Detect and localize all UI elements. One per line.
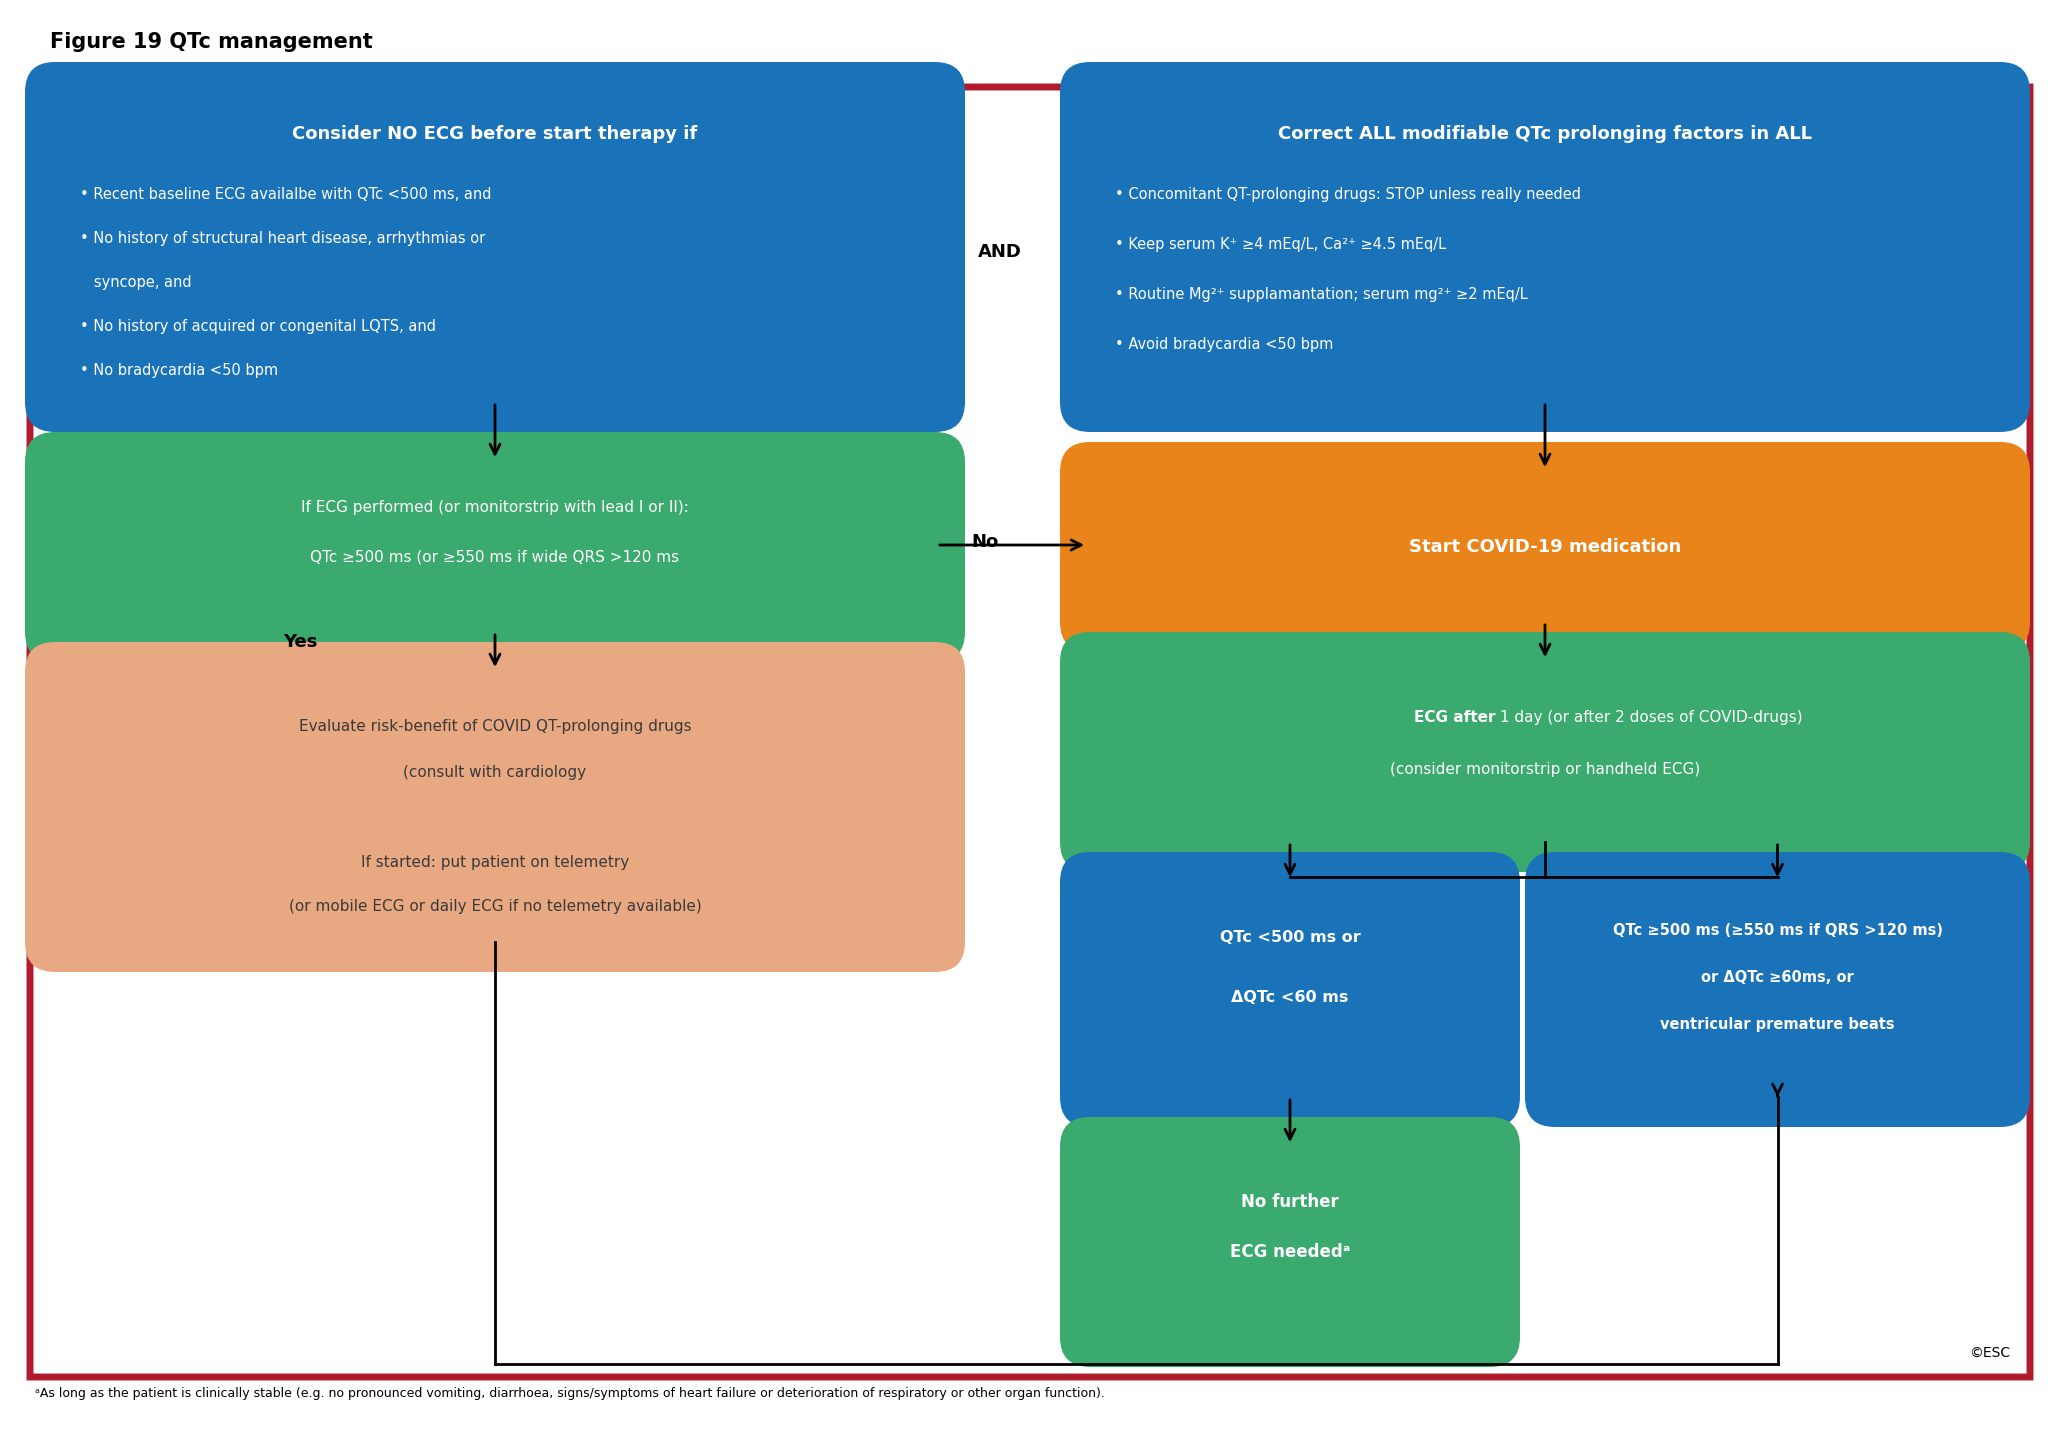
Text: • Routine Mg²⁺ supplamantation; serum mg²⁺ ≥2 mEq/L: • Routine Mg²⁺ supplamantation; serum mg… bbox=[1114, 287, 1528, 302]
Text: • Keep serum K⁺ ≥4 mEq/L, Ca²⁺ ≥4.5 mEq/L: • Keep serum K⁺ ≥4 mEq/L, Ca²⁺ ≥4.5 mEq/… bbox=[1114, 237, 1447, 253]
Text: ventricular premature beats: ventricular premature beats bbox=[1660, 1016, 1895, 1031]
FancyBboxPatch shape bbox=[1060, 1117, 1519, 1366]
FancyBboxPatch shape bbox=[1060, 632, 2030, 873]
Text: • Recent baseline ECG availalbe with QTc <500 ms, and: • Recent baseline ECG availalbe with QTc… bbox=[81, 187, 492, 202]
Text: syncope, and: syncope, and bbox=[81, 274, 192, 290]
Text: ΔQTc <60 ms: ΔQTc <60 ms bbox=[1232, 989, 1348, 1005]
FancyBboxPatch shape bbox=[25, 433, 965, 662]
FancyBboxPatch shape bbox=[1525, 852, 2030, 1127]
Text: (consider monitorstrip or handheld ECG): (consider monitorstrip or handheld ECG) bbox=[1389, 762, 1701, 777]
Text: • Concomitant QT-prolonging drugs: STOP unless really needed: • Concomitant QT-prolonging drugs: STOP … bbox=[1114, 187, 1581, 202]
FancyBboxPatch shape bbox=[1060, 441, 2030, 652]
Text: (or mobile ECG or daily ECG if no telemetry available): (or mobile ECG or daily ECG if no teleme… bbox=[289, 899, 701, 915]
FancyBboxPatch shape bbox=[31, 87, 2030, 1376]
Text: • Avoid bradycardia <50 bpm: • Avoid bradycardia <50 bpm bbox=[1114, 337, 1333, 351]
Text: Consider NO ECG before start therapy if: Consider NO ECG before start therapy if bbox=[291, 125, 699, 142]
Text: Start COVID-19 medication: Start COVID-19 medication bbox=[1410, 539, 1680, 556]
Text: No: No bbox=[971, 533, 998, 550]
FancyBboxPatch shape bbox=[1060, 852, 1519, 1127]
Text: QTc <500 ms or: QTc <500 ms or bbox=[1220, 929, 1360, 944]
Text: Yes: Yes bbox=[283, 633, 316, 650]
Text: • No bradycardia <50 bpm: • No bradycardia <50 bpm bbox=[81, 363, 279, 378]
Text: ©ESC: ©ESC bbox=[1970, 1346, 2009, 1361]
FancyBboxPatch shape bbox=[1060, 62, 2030, 433]
Text: 1 day (or after 2 doses of COVID-drugs): 1 day (or after 2 doses of COVID-drugs) bbox=[1494, 710, 1802, 725]
Text: If ECG performed (or monitorstrip with lead I or II):: If ECG performed (or monitorstrip with l… bbox=[302, 499, 688, 514]
Text: QTc ≥500 ms (≥550 ms if QRS >120 ms): QTc ≥500 ms (≥550 ms if QRS >120 ms) bbox=[1612, 922, 1943, 938]
Text: ECG neededᵃ: ECG neededᵃ bbox=[1230, 1243, 1350, 1260]
FancyBboxPatch shape bbox=[25, 642, 965, 971]
Text: AND: AND bbox=[978, 242, 1021, 261]
Text: QTc ≥500 ms (or ≥550 ms if wide QRS >120 ms: QTc ≥500 ms (or ≥550 ms if wide QRS >120… bbox=[310, 549, 680, 565]
Text: Correct ALL modifiable QTc prolonging factors in ALL: Correct ALL modifiable QTc prolonging fa… bbox=[1277, 125, 1813, 142]
Text: No further: No further bbox=[1240, 1194, 1339, 1211]
Text: Evaluate risk-benefit of COVID QT-prolonging drugs: Evaluate risk-benefit of COVID QT-prolon… bbox=[300, 720, 690, 735]
Text: Figure 19 QTc management: Figure 19 QTc management bbox=[50, 32, 372, 52]
Text: or ΔQTc ≥60ms, or: or ΔQTc ≥60ms, or bbox=[1701, 970, 1854, 984]
Text: • No history of acquired or congenital LQTS, and: • No history of acquired or congenital L… bbox=[81, 319, 436, 334]
FancyBboxPatch shape bbox=[25, 62, 965, 433]
Text: ᵃAs long as the patient is clinically stable (e.g. no pronounced vomiting, diarr: ᵃAs long as the patient is clinically st… bbox=[35, 1387, 1106, 1400]
Text: • No history of structural heart disease, arrhythmias or: • No history of structural heart disease… bbox=[81, 231, 486, 245]
Text: (consult with cardiology: (consult with cardiology bbox=[403, 765, 587, 780]
Text: If started: put patient on telemetry: If started: put patient on telemetry bbox=[362, 854, 628, 870]
Text: ECG after: ECG after bbox=[1414, 710, 1494, 725]
